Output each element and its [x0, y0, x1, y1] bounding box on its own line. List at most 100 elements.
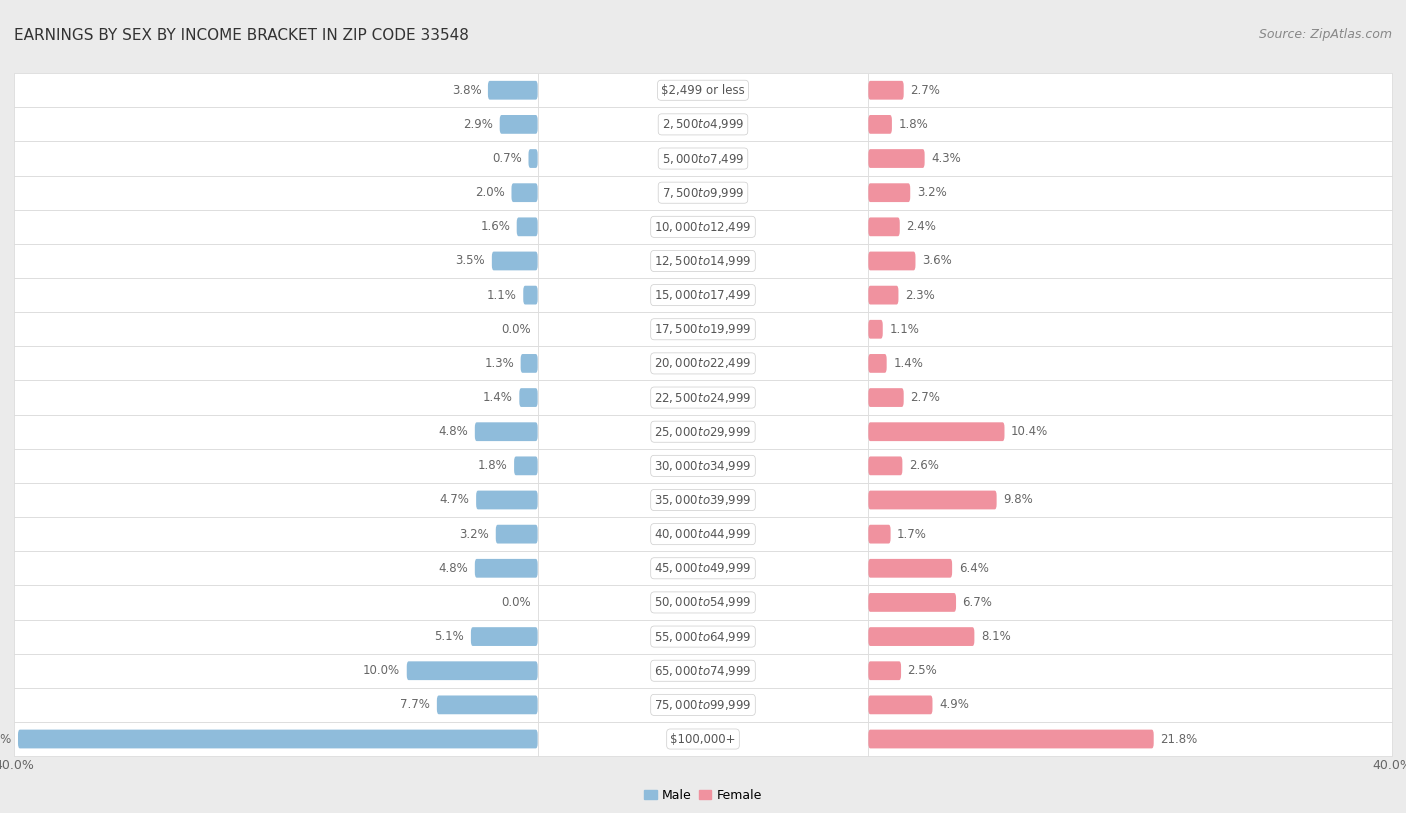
- Text: $22,500 to $24,999: $22,500 to $24,999: [654, 390, 752, 405]
- FancyBboxPatch shape: [437, 695, 537, 715]
- FancyBboxPatch shape: [869, 654, 1392, 688]
- FancyBboxPatch shape: [869, 627, 974, 646]
- Text: EARNINGS BY SEX BY INCOME BRACKET IN ZIP CODE 33548: EARNINGS BY SEX BY INCOME BRACKET IN ZIP…: [14, 28, 470, 43]
- FancyBboxPatch shape: [869, 559, 952, 578]
- FancyBboxPatch shape: [537, 654, 869, 688]
- FancyBboxPatch shape: [869, 210, 1392, 244]
- FancyBboxPatch shape: [869, 107, 1392, 141]
- Text: 5.1%: 5.1%: [434, 630, 464, 643]
- Text: 9.8%: 9.8%: [1002, 493, 1033, 506]
- FancyBboxPatch shape: [537, 517, 869, 551]
- Text: $7,500 to $9,999: $7,500 to $9,999: [662, 185, 744, 200]
- FancyBboxPatch shape: [537, 107, 869, 141]
- FancyBboxPatch shape: [18, 729, 537, 749]
- FancyBboxPatch shape: [14, 620, 537, 654]
- Text: $25,000 to $29,999: $25,000 to $29,999: [654, 424, 752, 439]
- FancyBboxPatch shape: [869, 456, 903, 476]
- FancyBboxPatch shape: [471, 627, 537, 646]
- Text: 1.1%: 1.1%: [486, 289, 517, 302]
- Text: 2.9%: 2.9%: [463, 118, 494, 131]
- Text: 10.4%: 10.4%: [1011, 425, 1049, 438]
- FancyBboxPatch shape: [14, 483, 537, 517]
- Text: 3.5%: 3.5%: [456, 254, 485, 267]
- FancyBboxPatch shape: [869, 729, 1154, 749]
- FancyBboxPatch shape: [869, 695, 932, 715]
- FancyBboxPatch shape: [869, 251, 915, 271]
- Text: $12,500 to $14,999: $12,500 to $14,999: [654, 254, 752, 268]
- FancyBboxPatch shape: [537, 415, 869, 449]
- FancyBboxPatch shape: [512, 183, 537, 202]
- Text: 2.4%: 2.4%: [907, 220, 936, 233]
- Text: 2.6%: 2.6%: [908, 459, 939, 472]
- FancyBboxPatch shape: [14, 654, 537, 688]
- Text: 2.5%: 2.5%: [908, 664, 938, 677]
- FancyBboxPatch shape: [14, 141, 537, 176]
- Text: 3.6%: 3.6%: [922, 254, 952, 267]
- FancyBboxPatch shape: [475, 559, 537, 578]
- Text: $100,000+: $100,000+: [671, 733, 735, 746]
- FancyBboxPatch shape: [14, 73, 537, 107]
- FancyBboxPatch shape: [869, 661, 901, 680]
- FancyBboxPatch shape: [477, 490, 537, 510]
- FancyBboxPatch shape: [14, 551, 537, 585]
- Text: $2,499 or less: $2,499 or less: [661, 84, 745, 97]
- Text: 1.4%: 1.4%: [482, 391, 513, 404]
- FancyBboxPatch shape: [869, 483, 1392, 517]
- FancyBboxPatch shape: [14, 585, 537, 620]
- FancyBboxPatch shape: [869, 380, 1392, 415]
- Text: 39.7%: 39.7%: [0, 733, 11, 746]
- FancyBboxPatch shape: [14, 346, 537, 380]
- Text: $20,000 to $22,499: $20,000 to $22,499: [654, 356, 752, 371]
- FancyBboxPatch shape: [496, 524, 537, 544]
- Text: Source: ZipAtlas.com: Source: ZipAtlas.com: [1258, 28, 1392, 41]
- Text: $17,500 to $19,999: $17,500 to $19,999: [654, 322, 752, 337]
- FancyBboxPatch shape: [869, 422, 1004, 441]
- Text: $55,000 to $64,999: $55,000 to $64,999: [654, 629, 752, 644]
- FancyBboxPatch shape: [537, 688, 869, 722]
- Text: 4.7%: 4.7%: [440, 493, 470, 506]
- FancyBboxPatch shape: [537, 346, 869, 380]
- FancyBboxPatch shape: [537, 210, 869, 244]
- FancyBboxPatch shape: [523, 285, 537, 305]
- FancyBboxPatch shape: [869, 346, 1392, 380]
- Text: 4.8%: 4.8%: [439, 562, 468, 575]
- Text: $5,000 to $7,499: $5,000 to $7,499: [662, 151, 744, 166]
- FancyBboxPatch shape: [537, 278, 869, 312]
- Text: $2,500 to $4,999: $2,500 to $4,999: [662, 117, 744, 132]
- FancyBboxPatch shape: [14, 380, 537, 415]
- FancyBboxPatch shape: [537, 73, 869, 107]
- Text: $45,000 to $49,999: $45,000 to $49,999: [654, 561, 752, 576]
- FancyBboxPatch shape: [515, 456, 537, 476]
- FancyBboxPatch shape: [14, 278, 537, 312]
- FancyBboxPatch shape: [869, 593, 956, 612]
- FancyBboxPatch shape: [14, 210, 537, 244]
- FancyBboxPatch shape: [869, 490, 997, 510]
- Text: 2.7%: 2.7%: [910, 84, 941, 97]
- Text: 1.1%: 1.1%: [889, 323, 920, 336]
- Text: 1.6%: 1.6%: [481, 220, 510, 233]
- Text: 4.3%: 4.3%: [931, 152, 960, 165]
- FancyBboxPatch shape: [537, 585, 869, 620]
- FancyBboxPatch shape: [869, 285, 898, 305]
- Legend: Male, Female: Male, Female: [640, 784, 766, 806]
- FancyBboxPatch shape: [537, 244, 869, 278]
- FancyBboxPatch shape: [517, 217, 537, 237]
- FancyBboxPatch shape: [406, 661, 537, 680]
- Text: $65,000 to $74,999: $65,000 to $74,999: [654, 663, 752, 678]
- Text: 2.0%: 2.0%: [475, 186, 505, 199]
- FancyBboxPatch shape: [869, 620, 1392, 654]
- FancyBboxPatch shape: [869, 183, 910, 202]
- FancyBboxPatch shape: [869, 320, 883, 339]
- Text: 0.0%: 0.0%: [502, 323, 531, 336]
- FancyBboxPatch shape: [14, 312, 537, 346]
- FancyBboxPatch shape: [537, 620, 869, 654]
- Text: 8.1%: 8.1%: [981, 630, 1011, 643]
- FancyBboxPatch shape: [869, 115, 891, 134]
- FancyBboxPatch shape: [869, 149, 925, 168]
- Text: 0.0%: 0.0%: [502, 596, 531, 609]
- FancyBboxPatch shape: [475, 422, 537, 441]
- Text: 6.7%: 6.7%: [963, 596, 993, 609]
- Text: 0.7%: 0.7%: [492, 152, 522, 165]
- FancyBboxPatch shape: [869, 73, 1392, 107]
- FancyBboxPatch shape: [869, 449, 1392, 483]
